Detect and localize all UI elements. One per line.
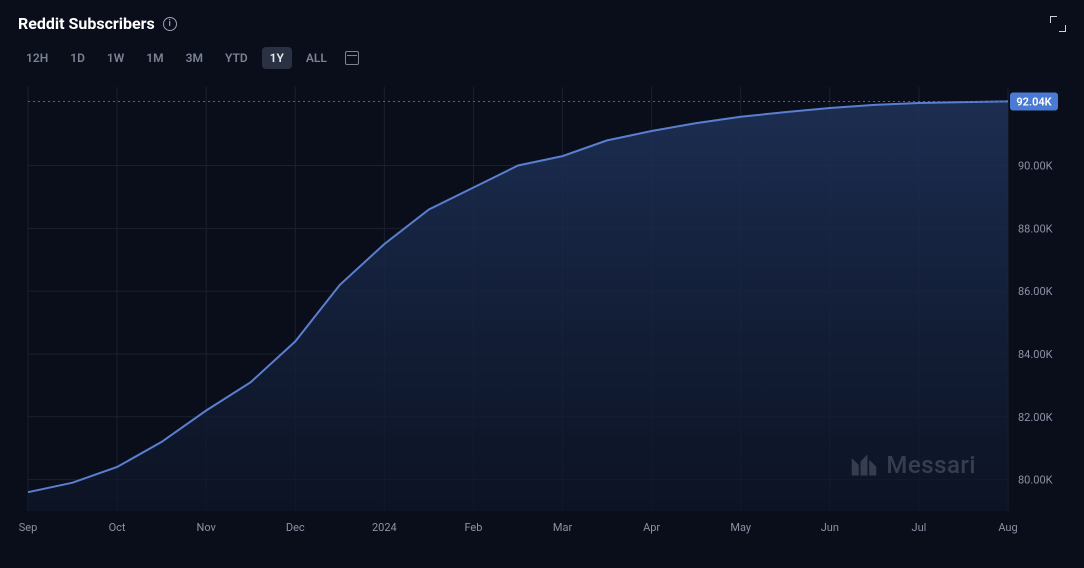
x-axis-label: Nov <box>196 521 216 534</box>
y-axis-label: 84.00K <box>1018 348 1053 361</box>
x-axis-label: 2024 <box>372 521 397 534</box>
range-1w[interactable]: 1W <box>99 47 132 69</box>
range-12h[interactable]: 12H <box>18 47 56 69</box>
calendar-icon[interactable] <box>345 51 359 65</box>
y-axis-label: 88.00K <box>1018 222 1053 235</box>
range-ytd[interactable]: YTD <box>217 47 256 69</box>
y-axis-label: 90.00K <box>1018 160 1053 173</box>
x-axis-label: Mar <box>553 521 573 534</box>
series-area <box>28 101 1008 511</box>
x-axis-label: Aug <box>998 521 1017 534</box>
x-axis-label: Jul <box>912 521 927 534</box>
time-range-selector: 12H 1D 1W 1M 3M YTD 1Y ALL <box>18 47 1066 69</box>
title-wrap: Reddit Subscribers i <box>18 14 177 33</box>
x-axis-label: Oct <box>109 521 126 534</box>
expand-icon[interactable] <box>1050 16 1066 32</box>
range-1d[interactable]: 1D <box>62 47 93 69</box>
chart-area: 80.00K 82.00K 84.00K 86.00K 88.00K 90.00K Sep O… <box>18 79 1066 539</box>
chart-panel: Reddit Subscribers i 12H 1D 1W 1M 3M YTD 1Y ALL… <box>0 0 1084 568</box>
x-axis-label: Dec <box>286 521 305 534</box>
y-axis-label: 82.00K <box>1018 411 1053 424</box>
header: Reddit Subscribers i <box>18 14 1066 33</box>
x-axis-label: Feb <box>464 521 482 534</box>
range-1y[interactable]: 1Y <box>262 47 292 69</box>
x-axis-label: May <box>730 521 752 534</box>
y-axis-label: 80.00K <box>1018 474 1053 487</box>
range-all[interactable]: ALL <box>298 47 335 69</box>
chart-svg: 80.00K 82.00K 84.00K 86.00K 88.00K 90.00K Sep O… <box>18 79 1066 539</box>
range-1m[interactable]: 1M <box>138 47 171 69</box>
chart-title: Reddit Subscribers <box>18 14 155 33</box>
y-axis-label: 86.00K <box>1018 285 1053 298</box>
range-3m[interactable]: 3M <box>178 47 211 69</box>
current-value-text: 92.04K <box>1016 95 1052 108</box>
x-axis-label: Apr <box>643 521 660 534</box>
x-axis-label: Jun <box>821 521 839 534</box>
info-icon[interactable]: i <box>163 17 177 31</box>
x-axis-label: Sep <box>19 521 38 534</box>
